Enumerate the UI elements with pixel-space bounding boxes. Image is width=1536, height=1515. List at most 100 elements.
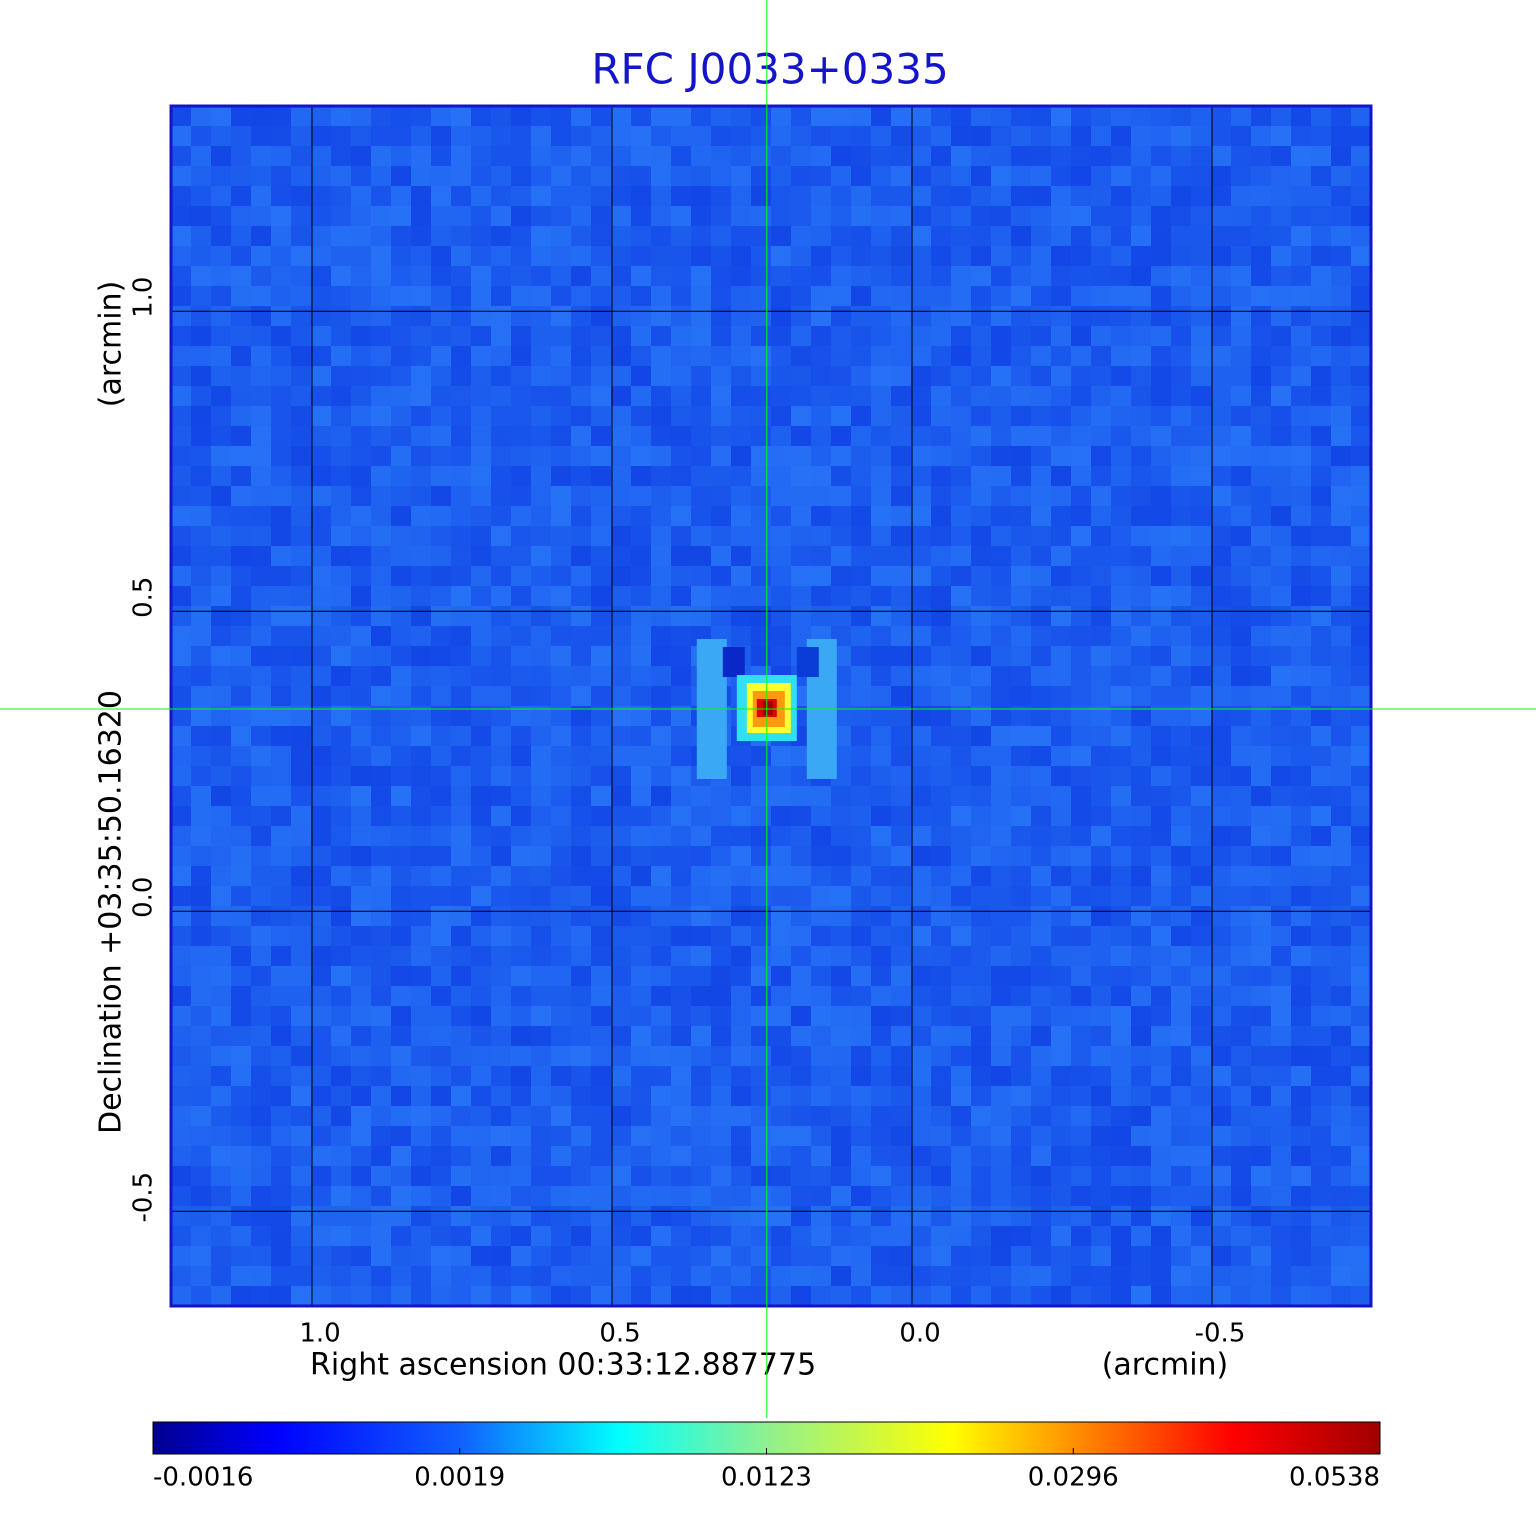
- noise-pixel: [951, 626, 971, 646]
- noise-pixel: [1291, 166, 1311, 186]
- noise-pixel: [391, 346, 411, 366]
- noise-pixel: [291, 886, 311, 906]
- noise-pixel: [1091, 866, 1111, 886]
- noise-pixel: [871, 206, 891, 226]
- noise-pixel: [1351, 366, 1371, 386]
- noise-pixel: [1271, 426, 1291, 446]
- noise-pixel: [371, 686, 391, 706]
- noise-pixel: [771, 506, 791, 526]
- noise-pixel: [631, 926, 651, 946]
- noise-pixel: [371, 386, 391, 406]
- noise-pixel: [1191, 1026, 1211, 1046]
- noise-pixel: [391, 266, 411, 286]
- noise-pixel: [231, 1126, 251, 1146]
- x-tick-label: 0.0: [899, 1319, 940, 1349]
- noise-pixel: [531, 986, 551, 1006]
- noise-pixel: [971, 1166, 991, 1186]
- noise-pixel: [1051, 446, 1071, 466]
- noise-pixel: [1291, 1266, 1311, 1286]
- noise-pixel: [471, 626, 491, 646]
- noise-pixel: [1071, 406, 1091, 426]
- noise-pixel: [1351, 466, 1371, 486]
- noise-pixel: [811, 1086, 831, 1106]
- noise-pixel: [1291, 706, 1311, 726]
- noise-pixel: [1071, 926, 1091, 946]
- noise-pixel: [1151, 1166, 1171, 1186]
- noise-pixel: [211, 266, 231, 286]
- noise-pixel: [551, 206, 571, 226]
- noise-pixel: [1311, 1026, 1331, 1046]
- noise-pixel: [231, 746, 251, 766]
- noise-pixel: [331, 1246, 351, 1266]
- noise-pixel: [851, 706, 871, 726]
- noise-pixel: [951, 986, 971, 1006]
- noise-pixel: [931, 586, 951, 606]
- noise-pixel: [831, 1166, 851, 1186]
- noise-pixel: [1251, 506, 1271, 526]
- noise-pixel: [431, 1046, 451, 1066]
- noise-pixel: [751, 886, 771, 906]
- noise-pixel: [1311, 806, 1331, 826]
- noise-pixel: [451, 146, 471, 166]
- noise-pixel: [171, 766, 191, 786]
- noise-pixel: [511, 166, 531, 186]
- noise-pixel: [1151, 526, 1171, 546]
- noise-pixel: [991, 806, 1011, 826]
- noise-pixel: [1131, 806, 1151, 826]
- noise-pixel: [311, 426, 331, 446]
- noise-pixel: [831, 1006, 851, 1026]
- noise-pixel: [1211, 966, 1231, 986]
- noise-pixel: [271, 106, 291, 126]
- noise-pixel: [591, 746, 611, 766]
- noise-pixel: [931, 986, 951, 1006]
- noise-pixel: [391, 926, 411, 946]
- noise-pixel: [851, 1126, 871, 1146]
- noise-pixel: [691, 346, 711, 366]
- noise-pixel: [1051, 906, 1071, 926]
- noise-pixel: [171, 306, 191, 326]
- noise-pixel: [751, 906, 771, 926]
- noise-pixel: [191, 926, 211, 946]
- noise-pixel: [471, 1126, 491, 1146]
- noise-pixel: [491, 1086, 511, 1106]
- noise-pixel: [1211, 546, 1231, 566]
- noise-pixel: [511, 266, 531, 286]
- noise-pixel: [291, 1186, 311, 1206]
- noise-pixel: [971, 1126, 991, 1146]
- noise-pixel: [251, 166, 271, 186]
- noise-pixel: [931, 146, 951, 166]
- noise-pixel: [1051, 326, 1071, 346]
- noise-pixel: [671, 166, 691, 186]
- noise-pixel: [1171, 346, 1191, 366]
- noise-pixel: [471, 1186, 491, 1206]
- noise-pixel: [1171, 926, 1191, 946]
- noise-pixel: [551, 886, 571, 906]
- noise-pixel: [1331, 1186, 1351, 1206]
- noise-pixel: [1231, 986, 1251, 1006]
- noise-pixel: [1331, 326, 1351, 346]
- noise-pixel: [1031, 146, 1051, 166]
- noise-pixel: [411, 266, 431, 286]
- noise-pixel: [1351, 1146, 1371, 1166]
- noise-pixel: [711, 1246, 731, 1266]
- noise-pixel: [411, 766, 431, 786]
- noise-pixel: [1111, 846, 1131, 866]
- noise-pixel: [751, 286, 771, 306]
- noise-pixel: [791, 546, 811, 566]
- noise-pixel: [551, 766, 571, 786]
- noise-pixel: [1131, 266, 1151, 286]
- noise-pixel: [871, 966, 891, 986]
- noise-pixel: [1171, 586, 1191, 606]
- noise-pixel: [1071, 286, 1091, 306]
- noise-pixel: [571, 806, 591, 826]
- noise-pixel: [931, 426, 951, 446]
- noise-pixel: [1211, 406, 1231, 426]
- noise-pixel: [851, 1266, 871, 1286]
- noise-pixel: [371, 526, 391, 546]
- noise-pixel: [1091, 666, 1111, 686]
- noise-pixel: [1351, 846, 1371, 866]
- noise-pixel: [451, 1206, 471, 1226]
- noise-pixel: [1151, 386, 1171, 406]
- noise-pixel: [191, 746, 211, 766]
- noise-pixel: [751, 126, 771, 146]
